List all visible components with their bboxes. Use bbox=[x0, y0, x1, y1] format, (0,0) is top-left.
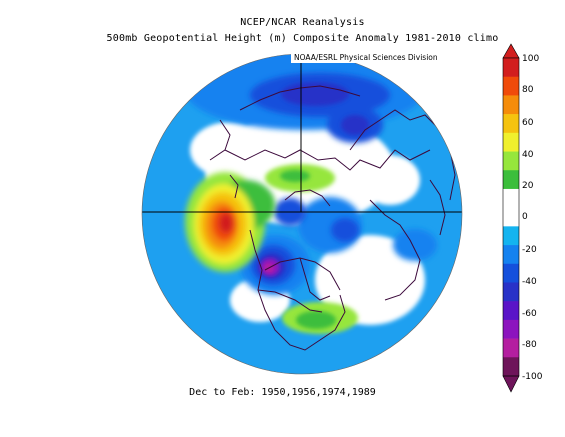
colorbar-tick-label: 0 bbox=[522, 212, 528, 222]
colorbar-swatch bbox=[503, 95, 519, 115]
colorbar-swatch bbox=[503, 301, 519, 321]
plot-subtitle: 500mb Geopotential Height (m) Composite … bbox=[106, 33, 499, 44]
colorbar-swatch bbox=[503, 338, 519, 358]
colorbar-tick-label: 100 bbox=[522, 54, 540, 64]
colorbar-swatch bbox=[503, 151, 519, 171]
colorbar-swatch bbox=[503, 188, 519, 208]
colorbar-tick-label: -100 bbox=[522, 372, 543, 382]
colorbar-swatch bbox=[503, 245, 519, 265]
colorbar-swatch bbox=[503, 58, 519, 78]
credit-label: NOAA/ESRL Physical Sciences Division bbox=[291, 52, 441, 63]
colorbar-tick-label: -80 bbox=[522, 340, 537, 350]
colorbar-outline bbox=[502, 57, 520, 377]
plot-title: NCEP/NCAR Reanalysis bbox=[240, 17, 365, 28]
colorbar-swatch bbox=[503, 132, 519, 152]
colorbar-top-arrow bbox=[502, 43, 520, 59]
colorbar-tick-label: -20 bbox=[522, 245, 537, 255]
colorbar-tick-label: 20 bbox=[522, 181, 534, 191]
footer-caption: Dec to Feb: 1950,1956,1974,1989 bbox=[189, 387, 376, 398]
colorbar-tick-label: -40 bbox=[522, 277, 537, 287]
colorbar-swatch bbox=[503, 207, 519, 227]
colorbar-swatch bbox=[503, 357, 519, 377]
colorbar-swatch bbox=[503, 226, 519, 246]
colorbar-swatch bbox=[503, 170, 519, 190]
colorbar-swatch bbox=[503, 282, 519, 302]
colorbar-tick-label: 60 bbox=[522, 118, 534, 128]
colorbar bbox=[502, 43, 520, 393]
colorbar-tick-label: -60 bbox=[522, 309, 537, 319]
colorbar-swatch bbox=[503, 76, 519, 96]
colorbar-swatch bbox=[503, 114, 519, 134]
colorbar-tick-label: 80 bbox=[522, 85, 534, 95]
colorbar-tick-label: 40 bbox=[522, 150, 534, 160]
colorbar-swatch bbox=[503, 319, 519, 339]
coastlines bbox=[209, 85, 456, 351]
anomaly-field bbox=[142, 54, 462, 374]
colorbar-swatch bbox=[503, 263, 519, 283]
